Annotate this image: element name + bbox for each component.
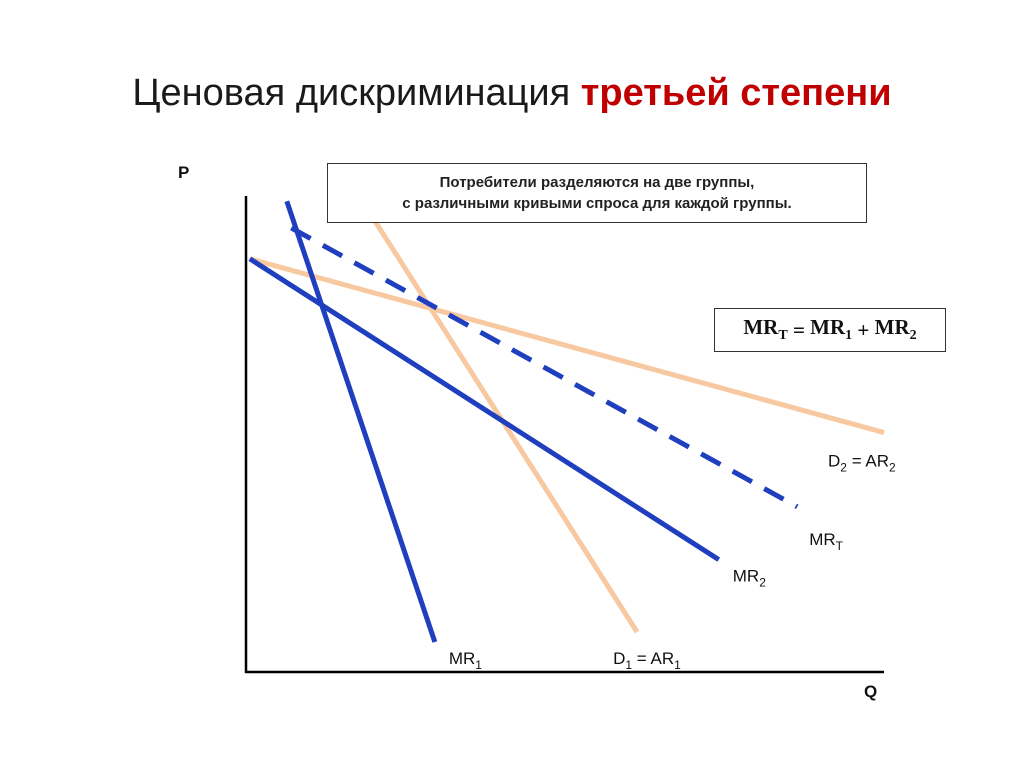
formula-mr-1: MR1 (810, 315, 853, 344)
note-line-1: Потребители разделяются на две группы, (439, 174, 755, 191)
formula-box: MRT = MR1 + MR2 (714, 308, 946, 352)
series-label-mrt: MRT (809, 530, 843, 553)
series-line-d2-ar2 (249, 256, 885, 435)
series-line-mr1 (284, 200, 438, 643)
y-axis-label: P (178, 163, 189, 182)
page-title: Ценовая дискриминация третьей степени (0, 72, 1024, 115)
formula-mr-t: MRT (743, 315, 788, 344)
note-box: Потребители разделяются на две группы, с… (327, 163, 867, 223)
title-main: Ценовая дискриминация (132, 72, 581, 114)
series-label-d1-ar1: D1 = AR1 (613, 649, 681, 672)
series-label-mr1: MR1 (449, 649, 482, 672)
axes: P Q (178, 163, 884, 701)
x-axis-label: Q (864, 682, 877, 701)
series-line-mrt (290, 225, 799, 510)
title-highlight: третьей степени (580, 72, 892, 114)
series-label-d2-ar2: D2 = AR2 (828, 452, 896, 475)
series-layer (248, 174, 885, 643)
note-line-2: с различными кривыми спроса для каждой г… (402, 195, 792, 212)
series-label-mr2: MR2 (733, 567, 766, 590)
formula-mr-2: MR2 (874, 315, 917, 344)
series-line-mr2 (248, 256, 721, 562)
series-labels: D1 = AR1 D2 = AR2 MR1 MR2 MRT (449, 452, 896, 672)
series-line-d1-ar1 (344, 174, 640, 634)
